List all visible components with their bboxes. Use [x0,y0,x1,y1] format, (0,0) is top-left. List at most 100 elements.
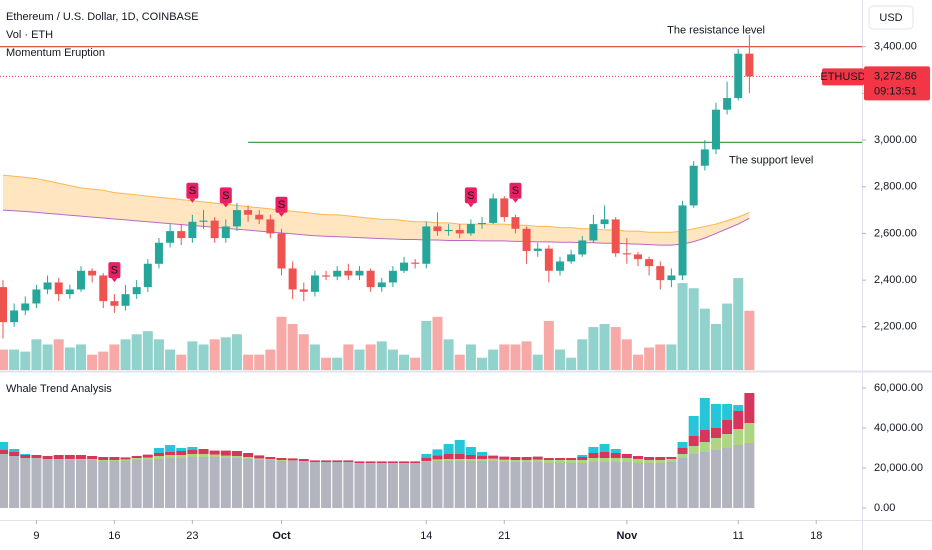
volume-bar [376,341,387,370]
volume-bar [666,344,677,370]
stack-segment [588,462,599,508]
volume-bar [521,341,532,370]
stack-segment [499,459,510,462]
signal-badge [509,182,522,199]
stack-segment [666,457,677,459]
stack-segment [98,460,109,461]
stack-segment [599,444,610,452]
volume-bar [9,349,20,370]
stack-segment [532,456,543,460]
volume-bar [399,354,410,370]
stack-segment [543,458,554,460]
stack-segment [465,459,476,461]
stack-segment [187,457,198,508]
stack-segment [677,448,688,454]
stack-segment [176,458,187,508]
candle-body [166,231,175,243]
stack-segment [454,459,465,461]
stack-segment [343,460,354,462]
countdown-label: 09:13:51 [874,85,917,97]
stack-segment [621,454,632,458]
stack-segment [53,459,64,508]
stack-segment [744,443,755,508]
signal-label: S [111,265,118,277]
stack-segment [443,461,454,508]
volume-bar [287,324,298,370]
stack-segment [98,457,109,460]
stack-segment [309,460,320,462]
volume-bar [187,341,198,370]
candle-body [578,240,587,255]
candle-body [711,109,720,150]
candle-body [556,261,564,271]
currency[interactable]: USD [879,12,902,24]
stack-segment [610,462,621,508]
volume-bar [142,331,153,370]
signal-label: S [189,185,196,197]
volume-bar [566,357,577,370]
stack-segment [254,458,265,460]
stack-segment [722,448,733,508]
candle-body [544,248,553,271]
stack-segment [710,404,721,428]
indicator-name: Momentum Eruption [6,47,105,59]
volume-bar [543,320,554,370]
candle-body [32,289,41,304]
stack-segment [165,458,176,508]
stack-segment [332,460,343,462]
candle-body [645,259,654,267]
volume-bar [53,339,64,370]
volume-bar [298,334,309,370]
candle-body [411,262,420,264]
stack-segment [744,393,755,423]
stack-segment [477,452,488,456]
candle-body [745,53,754,77]
stack-segment [432,461,443,508]
candle-body [43,282,52,290]
price-tag [864,66,930,101]
stack-segment [432,459,443,461]
stack-segment [588,458,599,462]
signal-pointer [467,203,474,208]
stack-segment [142,457,153,460]
y-tick-label: 2,200.00 [874,321,917,333]
volume-bar [510,344,521,370]
candle-body [723,98,732,110]
volume-bar [644,347,655,370]
volume-bar [42,344,53,370]
stack-segment [688,454,699,508]
stack-segment [577,460,588,463]
y-tick-label: 2,400.00 [874,274,917,286]
stack-segment [220,455,231,458]
candle-body [511,217,520,229]
stack-segment [87,459,98,460]
stack-segment [421,462,432,508]
candle-body [255,214,264,220]
stack-segment [621,462,632,508]
volume-bar [577,339,588,370]
stack-segment [309,462,320,508]
volume-bar [722,303,733,370]
volume-bar [477,357,488,370]
stack-segment [187,447,198,450]
stack-segment [220,450,231,456]
stack-segment [20,458,31,508]
stack-segment [666,459,677,462]
stack-segment [243,459,254,508]
volume-bar [699,308,710,370]
volume-bar [176,354,187,370]
stack-segment [153,456,164,459]
volume-bar [75,344,86,370]
stack-segment [555,463,565,508]
stack-segment [688,446,699,454]
candle-body [533,248,542,251]
stack-segment [9,449,20,452]
currency-button[interactable] [868,5,914,30]
candle-body [433,226,442,232]
stack-segment [733,411,744,429]
signal-pointer [111,278,118,283]
x-tick-label: 21 [498,530,510,542]
candle-body [344,270,353,276]
y-tick-label: 2,600.00 [874,227,917,239]
stack-segment [165,455,176,458]
